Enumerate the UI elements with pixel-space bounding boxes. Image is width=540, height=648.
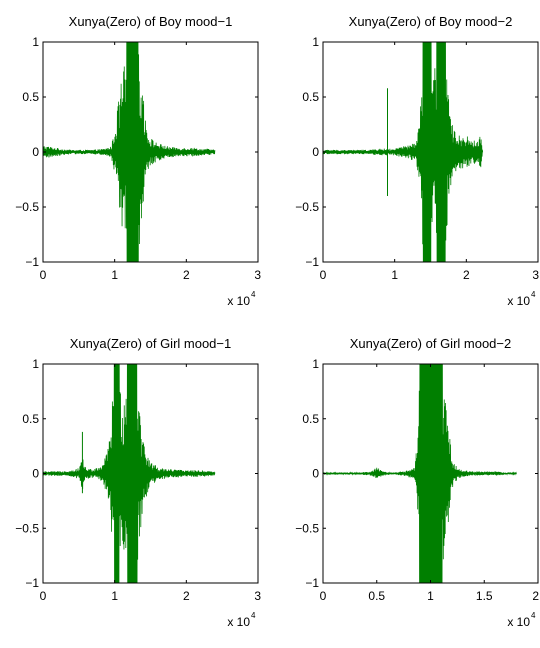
y-tick-label: 0 (32, 467, 39, 481)
y-tick-label: −0.5 (15, 200, 39, 214)
subplot-title: Xunya(Zero) of Boy mood−2 (349, 14, 513, 29)
subplot-boy-mood-1: −1 −0.5 0 0.5 1 0 1 2 3 x 10 4 Xunya(Zero) of Boy m… (15, 14, 261, 308)
x-tick-label: 0 (40, 268, 47, 282)
y-tick-label: 0 (312, 145, 319, 159)
x-tick-label: 3 (532, 268, 539, 282)
y-tick-label: 0.5 (22, 90, 39, 104)
x-tick-label: 3 (254, 589, 261, 603)
y-tick-label: −1 (25, 255, 39, 269)
y-tick-label: −1 (305, 255, 319, 269)
y-tick-label: −1 (305, 576, 319, 590)
x-tick-label: 2 (183, 268, 190, 282)
x-tick-label: 0.5 (368, 589, 385, 603)
x-exponent-power: 4 (531, 611, 536, 620)
x-tick-label: 3 (254, 268, 261, 282)
y-tick-label: 1 (32, 35, 39, 49)
x-exponent-label: x 10 (227, 294, 250, 308)
y-tick-label: 1 (312, 35, 319, 49)
waveform-line (43, 364, 216, 583)
y-tick-label: 0.5 (302, 90, 319, 104)
x-tick-label: 1 (391, 268, 398, 282)
x-tick-label: 0 (320, 589, 327, 603)
x-exponent-label: x 10 (507, 294, 530, 308)
subplot-girl-mood-1: −1 −0.5 0 0.5 1 0 1 2 3 x 10 4 Xunya(Zero) of Girl … (15, 336, 261, 629)
subplot-title: Xunya(Zero) of Girl mood−2 (350, 336, 511, 351)
waveform-line (323, 42, 484, 262)
subplot-boy-mood-2: −1 −0.5 0 0.5 1 0 1 2 3x 10 4 Xunya(Zero) of Boy m… (295, 14, 539, 308)
x-tick-label: 2 (183, 589, 190, 603)
x-tick-label: 1 (111, 268, 118, 282)
subplot-girl-mood-2: −1 −0.5 0 0.5 1 0 0.5 1 1.5 2x 10 4 Xunya(Zero) of … (295, 336, 539, 629)
y-tick-label: −0.5 (295, 521, 319, 535)
y-tick-label: 1 (32, 357, 39, 371)
y-tick-label: 0 (32, 145, 39, 159)
waveform-line (43, 42, 216, 262)
x-tick-label: 2 (532, 589, 539, 603)
subplot-title: Xunya(Zero) of Girl mood−1 (70, 336, 231, 351)
x-exponent-power: 4 (531, 290, 536, 299)
y-tick-label: 0 (312, 467, 319, 481)
y-tick-label: −0.5 (15, 521, 39, 535)
x-tick-label: 1 (427, 589, 434, 603)
x-tick-label: 2 (463, 268, 470, 282)
subplot-title: Xunya(Zero) of Boy mood−1 (69, 14, 233, 29)
x-exponent-power: 4 (251, 290, 256, 299)
y-tick-label: 1 (312, 357, 319, 371)
waveform-line (323, 364, 517, 583)
x-exponent-label: x 10 (507, 615, 530, 629)
x-exponent-power: 4 (251, 611, 256, 620)
x-tick-label: 0 (320, 268, 327, 282)
y-tick-label: −0.5 (295, 200, 319, 214)
y-tick-label: 0.5 (302, 412, 319, 426)
x-tick-label: 0 (40, 589, 47, 603)
y-tick-label: −1 (25, 576, 39, 590)
x-tick-label: 1.5 (476, 589, 493, 603)
y-tick-label: 0.5 (22, 412, 39, 426)
x-exponent-label: x 10 (227, 615, 250, 629)
x-tick-label: 1 (111, 589, 118, 603)
